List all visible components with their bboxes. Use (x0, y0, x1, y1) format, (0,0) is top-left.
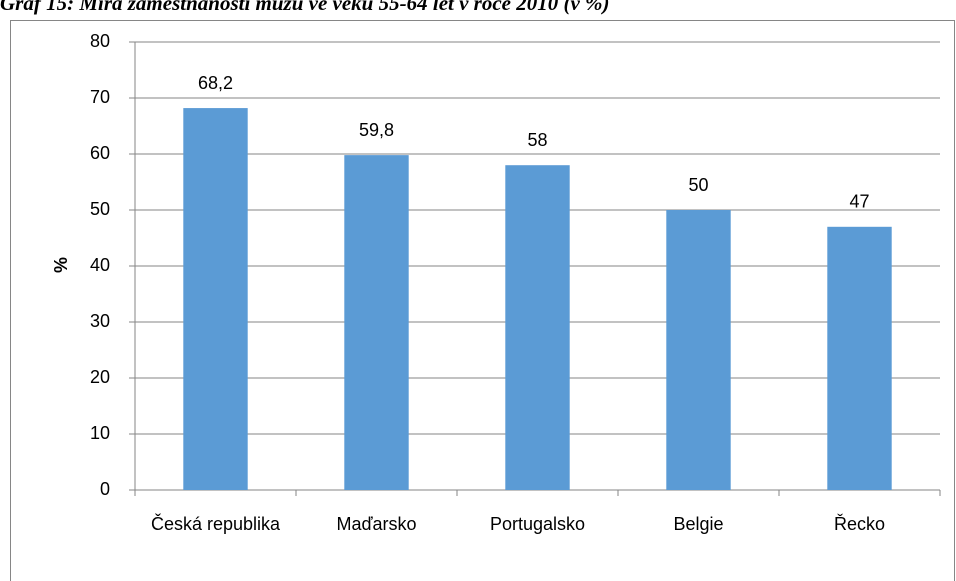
x-tick-label: Belgie (673, 514, 724, 534)
data-label: 58 (527, 130, 547, 150)
chart-border (10, 20, 955, 581)
y-tick-label: 30 (90, 311, 110, 331)
data-label: 68,2 (198, 73, 233, 93)
data-label: 50 (688, 175, 708, 195)
chart-title: Graf 15: Míra zaměstnanosti mužů ve věku… (0, 0, 610, 15)
y-tick-label: 0 (100, 479, 110, 499)
x-tick-label: Portugalsko (489, 514, 586, 534)
x-tick-label: Česká republika (150, 514, 281, 534)
bar (666, 210, 731, 490)
y-axis-label: % (51, 257, 71, 273)
data-label: 59,8 (359, 120, 394, 140)
x-tick-label: Řecko (833, 514, 886, 534)
y-tick-label: 10 (90, 423, 110, 443)
y-tick-label: 70 (90, 87, 110, 107)
data-label: 47 (849, 192, 869, 212)
bar (183, 108, 248, 490)
bar (827, 226, 892, 491)
x-tick-label: Maďarsko (336, 514, 417, 534)
y-tick-label: 60 (90, 143, 110, 163)
y-tick-label: 80 (90, 31, 110, 51)
y-tick-label: 20 (90, 367, 110, 387)
y-tick-label: 50 (90, 199, 110, 219)
bar (344, 155, 409, 490)
bar (505, 165, 570, 490)
y-tick-label: 40 (90, 255, 110, 275)
